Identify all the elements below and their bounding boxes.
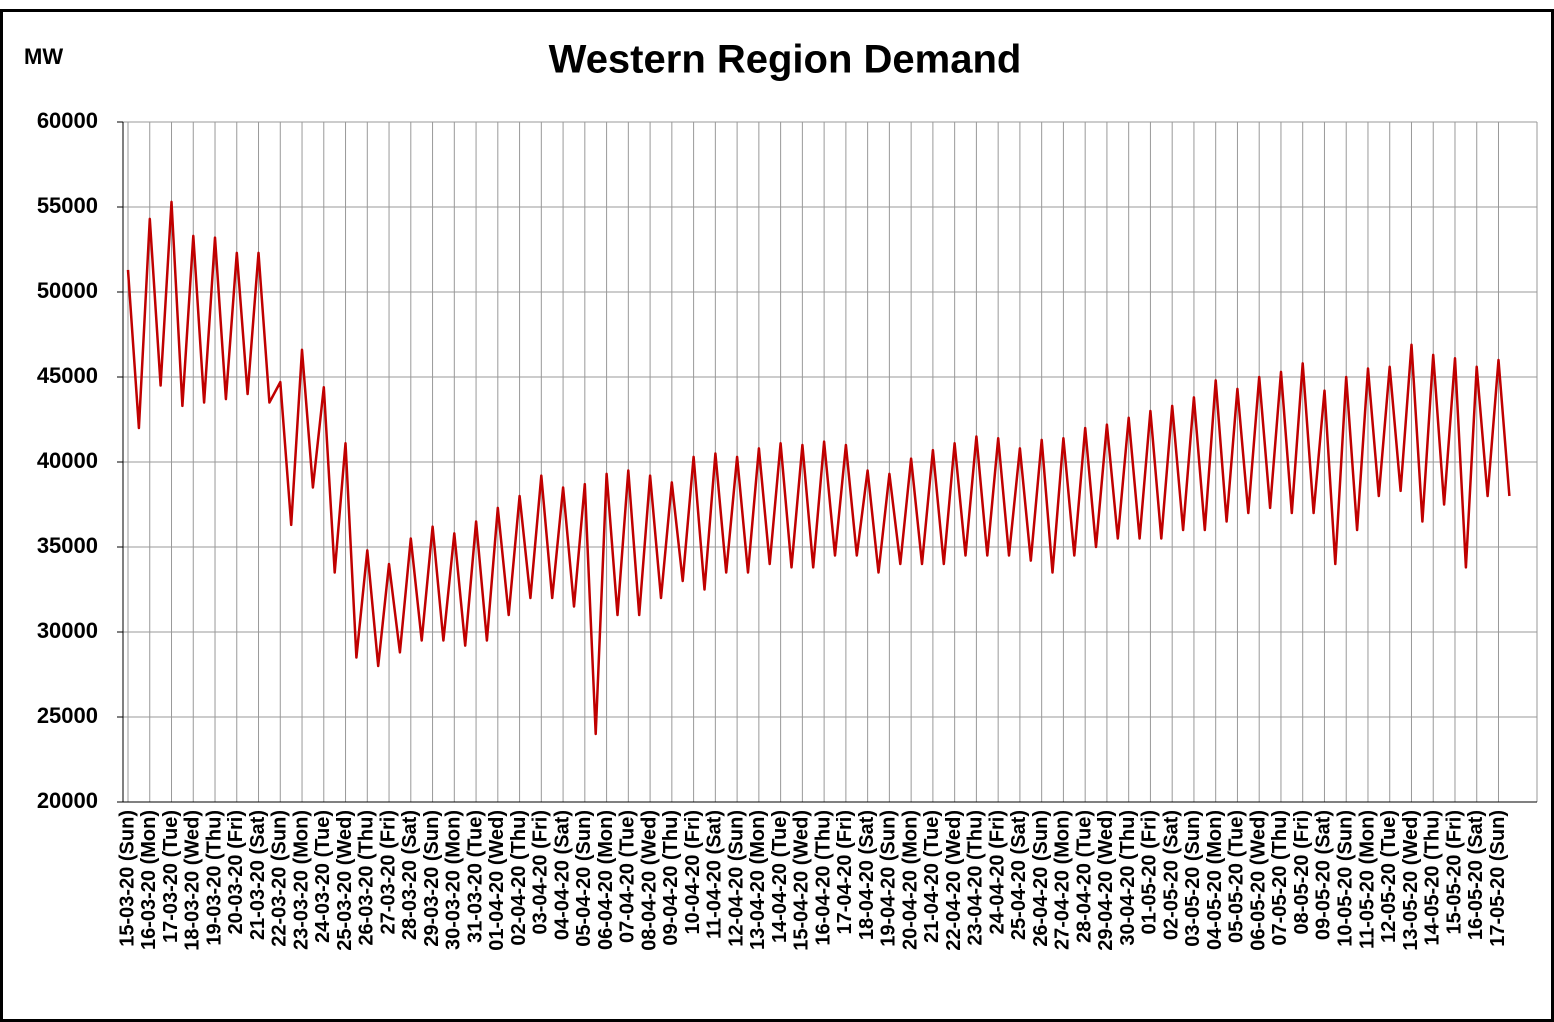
x-tick-label: 19-04-20 (Sun) <box>878 810 900 947</box>
y-tick-label: 20000 <box>37 788 98 813</box>
x-tick-label: 25-04-20 (Sat) <box>1008 810 1030 940</box>
x-tick-label: 16-03-20 (Mon) <box>138 810 160 950</box>
x-tick-label: 03-04-20 (Fri) <box>530 810 552 935</box>
x-tick-label: 30-04-20 (Thu) <box>1117 810 1139 946</box>
x-tick-label: 27-03-20 (Fri) <box>377 810 399 935</box>
x-tick-label: 18-04-20 (Sat) <box>856 810 878 940</box>
y-tick-label: 50000 <box>37 278 98 303</box>
y-tick-label: 25000 <box>37 703 98 728</box>
x-tick-label: 17-03-20 (Tue) <box>160 810 182 943</box>
x-tick-label: 09-04-20 (Thu) <box>660 810 682 946</box>
chart-title: Western Region Demand <box>549 38 1022 82</box>
x-tick-label: 12-05-20 (Tue) <box>1378 810 1400 943</box>
x-tick-label: 28-03-20 (Sat) <box>399 810 421 940</box>
x-tick-label: 28-04-20 (Tue) <box>1073 810 1095 943</box>
x-tick-label: 19-03-20 (Thu) <box>203 810 225 946</box>
x-tick-label: 26-04-20 (Sun) <box>1030 810 1052 947</box>
x-tick-label: 07-04-20 (Tue) <box>617 810 639 943</box>
y-tick-label: 60000 <box>37 108 98 133</box>
x-tick-label: 15-03-20 (Sun) <box>116 810 138 947</box>
x-tick-label: 15-05-20 (Fri) <box>1443 810 1465 935</box>
y-tick-label: 45000 <box>37 363 98 388</box>
x-tick-label: 05-04-20 (Sun) <box>573 810 595 947</box>
x-tick-label: 12-04-20 (Sun) <box>725 810 747 947</box>
x-tick-label: 08-04-20 (Wed) <box>638 810 660 951</box>
x-tick-label: 11-05-20 (Mon) <box>1356 810 1378 949</box>
x-tick-label: 10-05-20 (Sun) <box>1334 810 1356 947</box>
x-tick-label: 20-04-20 (Mon) <box>899 810 921 950</box>
x-tick-label: 30-03-20 (Mon) <box>443 810 465 950</box>
y-tick-label: 55000 <box>37 193 98 218</box>
x-tick-label: 16-05-20 (Sat) <box>1465 810 1487 940</box>
x-tick-label: 17-05-20 (Sun) <box>1487 810 1509 947</box>
y-tick-label: 35000 <box>37 533 98 558</box>
x-tick-label: 02-04-20 (Thu) <box>508 810 530 946</box>
x-tick-label: 14-05-20 (Thu) <box>1422 810 1444 946</box>
x-tick-label: 24-04-20 (Fri) <box>986 810 1008 935</box>
x-tick-label: 13-05-20 (Wed) <box>1400 810 1422 951</box>
x-tick-label: 22-04-20 (Wed) <box>943 810 965 951</box>
x-tick-label: 02-05-20 (Sat) <box>1160 810 1182 940</box>
x-tick-label: 29-03-20 (Sun) <box>421 810 443 947</box>
y-tick-label: 30000 <box>37 618 98 643</box>
x-tick-label: 23-04-20 (Thu) <box>965 810 987 946</box>
demand-line <box>126 200 1511 736</box>
x-tick-label: 21-03-20 (Sat) <box>247 810 269 940</box>
x-tick-label: 14-04-20 (Tue) <box>769 810 791 943</box>
x-tick-label: 20-03-20 (Fri) <box>225 810 247 935</box>
x-tick-label: 10-04-20 (Fri) <box>682 810 704 935</box>
x-tick-label: 21-04-20 (Tue) <box>921 810 943 943</box>
chart-frame <box>0 9 1554 1022</box>
x-tick-label: 17-04-20 (Fri) <box>834 810 856 935</box>
x-tick-label: 25-03-20 (Wed) <box>334 810 356 951</box>
x-tick-label: 11-04-20 (Sat) <box>704 810 726 939</box>
x-tick-label: 08-05-20 (Fri) <box>1291 810 1313 935</box>
x-tick-label: 07-05-20 (Thu) <box>1269 810 1291 946</box>
x-tick-label: 04-05-20 (Mon) <box>1204 810 1226 950</box>
x-tick-label: 18-03-20 (Wed) <box>182 810 204 951</box>
x-tick-label: 03-05-20 (Sun) <box>1182 810 1204 947</box>
x-tick-label: 31-03-20 (Tue) <box>464 810 486 943</box>
x-tick-label: 24-03-20 (Tue) <box>312 810 334 943</box>
x-tick-label: 01-04-20 (Wed) <box>486 810 508 951</box>
y-tick-label: 40000 <box>37 448 98 473</box>
y-axis-label: MW <box>24 44 63 69</box>
x-tick-label: 06-05-20 (Wed) <box>1247 810 1269 951</box>
x-tick-label: 04-04-20 (Sat) <box>551 810 573 940</box>
x-tick-label: 23-03-20 (Mon) <box>290 810 312 950</box>
x-tick-label: 27-04-20 (Mon) <box>1052 810 1074 950</box>
x-tick-label: 15-04-20 (Wed) <box>791 810 813 951</box>
x-tick-label: 01-05-20 (Fri) <box>1139 810 1161 935</box>
x-tick-label: 06-04-20 (Mon) <box>595 810 617 950</box>
x-tick-label: 26-03-20 (Thu) <box>356 810 378 946</box>
x-tick-label: 29-04-20 (Wed) <box>1095 810 1117 951</box>
x-tick-label: 13-04-20 (Mon) <box>747 810 769 950</box>
x-tick-label: 22-03-20 (Sun) <box>269 810 291 947</box>
x-tick-label: 09-05-20 (Sat) <box>1313 810 1335 940</box>
x-tick-label: 16-04-20 (Thu) <box>812 810 834 946</box>
x-tick-label: 05-05-20 (Tue) <box>1226 810 1248 943</box>
